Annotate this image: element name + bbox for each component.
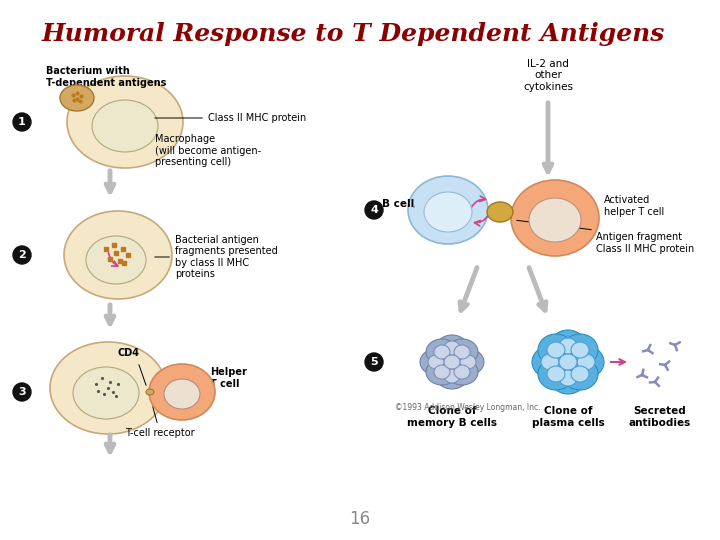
Ellipse shape — [559, 370, 577, 386]
Ellipse shape — [60, 85, 94, 111]
Ellipse shape — [577, 354, 595, 370]
Circle shape — [365, 353, 383, 371]
Ellipse shape — [424, 192, 472, 232]
Ellipse shape — [538, 358, 574, 390]
Ellipse shape — [571, 366, 589, 382]
Ellipse shape — [408, 176, 488, 244]
Ellipse shape — [146, 389, 154, 395]
Ellipse shape — [420, 349, 452, 375]
Ellipse shape — [50, 342, 166, 434]
Text: Bacterium with
T-dependent antigens: Bacterium with T-dependent antigens — [46, 66, 166, 87]
Ellipse shape — [454, 345, 470, 359]
Ellipse shape — [511, 180, 599, 256]
Ellipse shape — [547, 342, 565, 358]
Text: 1: 1 — [18, 117, 26, 127]
Ellipse shape — [428, 355, 444, 369]
Ellipse shape — [460, 355, 476, 369]
Text: Activated
helper T cell: Activated helper T cell — [604, 195, 665, 217]
Ellipse shape — [64, 211, 172, 299]
Text: Helper
T cell: Helper T cell — [210, 367, 247, 389]
Ellipse shape — [538, 334, 574, 366]
Ellipse shape — [559, 354, 577, 370]
Text: Macrophage
(will become antigen-
presenting cell): Macrophage (will become antigen- present… — [155, 134, 261, 167]
Ellipse shape — [426, 339, 458, 365]
Ellipse shape — [444, 369, 460, 383]
Text: Humoral Response to T Dependent Antigens: Humoral Response to T Dependent Antigens — [42, 22, 665, 46]
Ellipse shape — [73, 367, 139, 419]
Ellipse shape — [541, 354, 559, 370]
Ellipse shape — [562, 334, 598, 366]
Ellipse shape — [149, 364, 215, 420]
Ellipse shape — [436, 363, 468, 389]
Text: IL-2 and
other
cytokines: IL-2 and other cytokines — [523, 59, 573, 92]
Text: 3: 3 — [18, 387, 26, 397]
Ellipse shape — [446, 339, 478, 365]
Ellipse shape — [444, 341, 460, 355]
Text: Secreted
antibodies: Secreted antibodies — [629, 406, 691, 428]
Ellipse shape — [452, 349, 484, 375]
Text: Bacterial antigen
fragments presented
by class II MHC
proteins: Bacterial antigen fragments presented by… — [155, 234, 278, 279]
Text: ©1993 Addison Wesley Longman, Inc.: ©1993 Addison Wesley Longman, Inc. — [395, 403, 541, 412]
Ellipse shape — [92, 100, 158, 152]
Ellipse shape — [487, 202, 513, 222]
Circle shape — [13, 246, 31, 264]
Ellipse shape — [547, 366, 565, 382]
Ellipse shape — [436, 335, 468, 361]
Ellipse shape — [571, 342, 589, 358]
Ellipse shape — [67, 76, 183, 168]
Ellipse shape — [426, 359, 458, 385]
Ellipse shape — [164, 379, 200, 409]
Ellipse shape — [550, 346, 586, 378]
Circle shape — [13, 383, 31, 401]
Text: Clone of
memory B cells: Clone of memory B cells — [407, 406, 497, 428]
Text: 16: 16 — [349, 510, 371, 528]
Ellipse shape — [532, 346, 568, 378]
Text: Class II MHC protein: Class II MHC protein — [155, 113, 306, 123]
Text: 4: 4 — [370, 205, 378, 215]
Ellipse shape — [434, 365, 450, 379]
Circle shape — [13, 113, 31, 131]
Circle shape — [365, 201, 383, 219]
Text: CD4: CD4 — [118, 348, 140, 358]
Text: T-cell receptor: T-cell receptor — [125, 407, 195, 438]
Ellipse shape — [434, 345, 450, 359]
Ellipse shape — [446, 359, 478, 385]
Ellipse shape — [562, 358, 598, 390]
Text: B cell: B cell — [382, 199, 414, 209]
Text: Antigen fragment
Class II MHC protein: Antigen fragment Class II MHC protein — [596, 232, 694, 254]
Ellipse shape — [86, 236, 146, 284]
Ellipse shape — [529, 198, 581, 242]
Ellipse shape — [559, 338, 577, 354]
Ellipse shape — [436, 349, 468, 375]
Text: 2: 2 — [18, 250, 26, 260]
Ellipse shape — [444, 355, 460, 369]
Text: 5: 5 — [370, 357, 378, 367]
Ellipse shape — [568, 346, 604, 378]
Text: Clone of
plasma cells: Clone of plasma cells — [531, 406, 604, 428]
Ellipse shape — [550, 362, 586, 394]
Ellipse shape — [454, 365, 470, 379]
Ellipse shape — [550, 330, 586, 362]
